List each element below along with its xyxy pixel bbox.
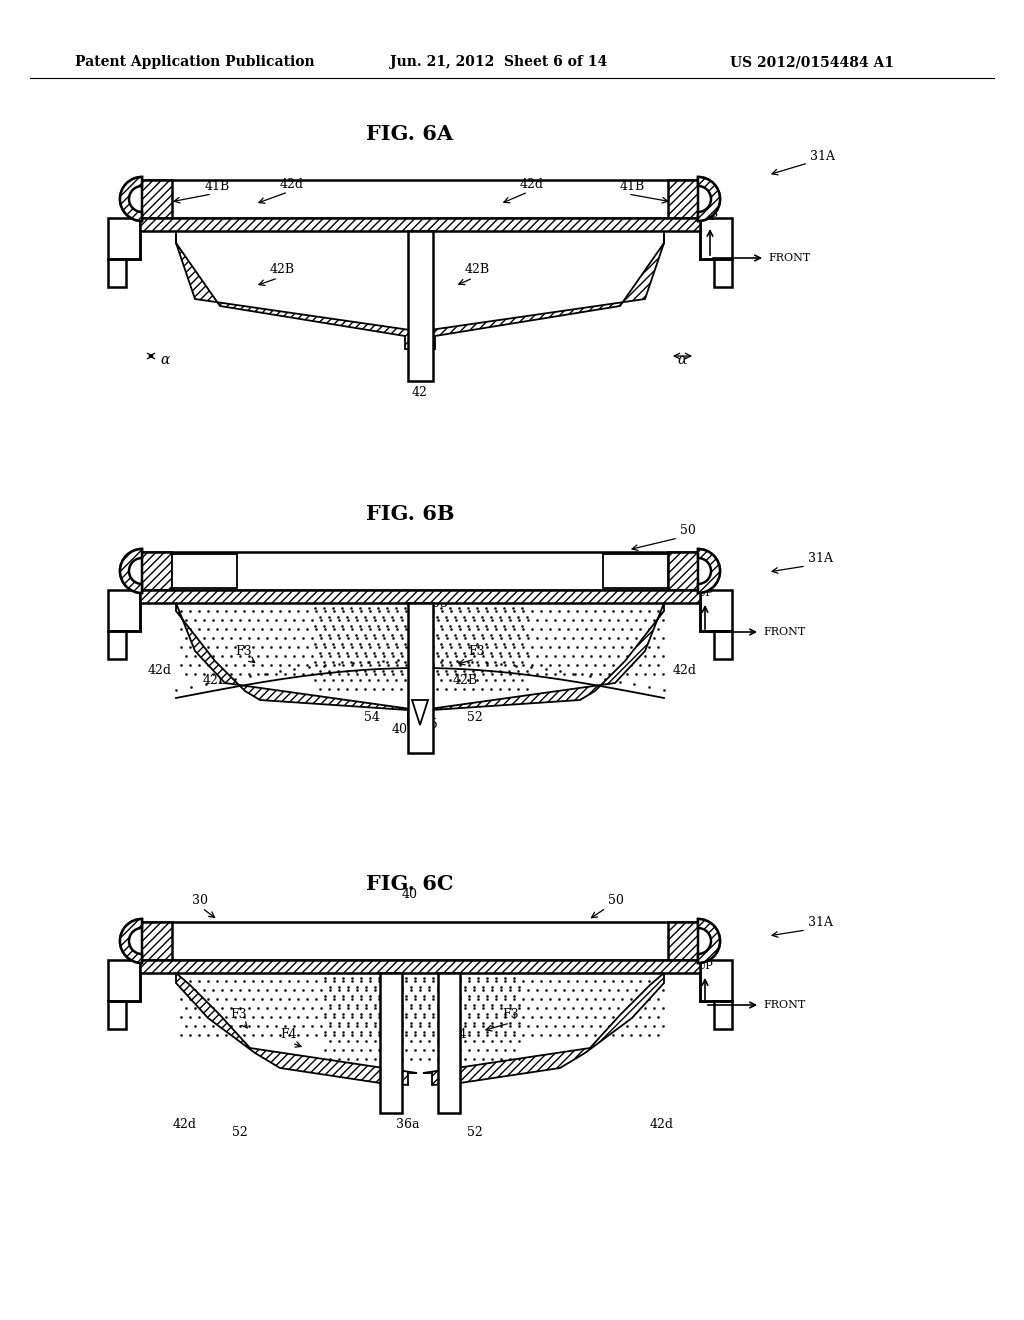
Bar	[108, 259, 126, 286]
Bar	[172, 554, 237, 587]
Polygon shape	[176, 603, 418, 725]
Text: 42d: 42d	[173, 1118, 197, 1131]
Text: 41B: 41B	[205, 180, 230, 193]
Bar	[714, 259, 732, 286]
Polygon shape	[422, 603, 664, 725]
Text: UP: UP	[696, 961, 714, 972]
Text: UP: UP	[701, 213, 719, 222]
Polygon shape	[176, 973, 417, 1085]
Bar	[700, 960, 732, 1001]
Text: 42B: 42B	[203, 675, 227, 686]
Text: 42: 42	[412, 385, 428, 399]
Text: 42d: 42d	[673, 664, 697, 677]
Bar	[140, 552, 700, 590]
Text: 31A: 31A	[808, 916, 833, 929]
Bar	[140, 590, 700, 603]
Text: 52: 52	[467, 1126, 483, 1139]
Text: F3: F3	[234, 645, 252, 657]
Text: F3: F3	[502, 1008, 518, 1020]
Bar	[108, 1001, 126, 1030]
Bar	[700, 218, 732, 259]
Bar	[108, 960, 140, 1001]
Text: α: α	[677, 352, 687, 367]
Bar	[108, 218, 140, 259]
Bar	[140, 180, 700, 218]
Text: Patent Application Publication: Patent Application Publication	[75, 55, 314, 69]
Polygon shape	[423, 973, 664, 1085]
Text: 53: 53	[432, 597, 447, 610]
Wedge shape	[120, 177, 142, 220]
Text: 42d: 42d	[650, 1118, 674, 1131]
Text: F3: F3	[468, 645, 484, 657]
Text: 52: 52	[232, 1126, 248, 1139]
Bar	[108, 631, 126, 659]
Text: FIG. 6B: FIG. 6B	[366, 504, 455, 524]
Text: 54: 54	[365, 711, 380, 723]
Text: 42d: 42d	[148, 664, 172, 677]
Text: 50: 50	[680, 524, 696, 537]
Bar	[668, 180, 700, 218]
Wedge shape	[698, 919, 720, 964]
Text: 40: 40	[392, 723, 408, 737]
Polygon shape	[412, 700, 428, 725]
Bar	[140, 218, 700, 231]
Wedge shape	[698, 177, 720, 220]
Wedge shape	[120, 919, 142, 964]
Text: 42d: 42d	[520, 178, 544, 191]
Text: F3: F3	[230, 1008, 247, 1020]
Bar	[140, 921, 700, 960]
Wedge shape	[120, 919, 142, 964]
Wedge shape	[698, 177, 720, 220]
Text: FIG. 6C: FIG. 6C	[367, 874, 454, 894]
Bar	[714, 631, 732, 659]
Text: UP: UP	[696, 587, 714, 598]
Bar	[380, 973, 402, 1113]
Text: Jun. 21, 2012  Sheet 6 of 14: Jun. 21, 2012 Sheet 6 of 14	[390, 55, 607, 69]
Text: 50: 50	[608, 894, 624, 907]
Text: 42d: 42d	[280, 178, 304, 191]
Text: 42B: 42B	[453, 675, 477, 686]
Text: 31A: 31A	[810, 150, 835, 162]
Bar	[438, 973, 460, 1113]
Text: 41B: 41B	[620, 180, 645, 193]
Bar	[108, 590, 140, 631]
Text: FIG. 6A: FIG. 6A	[367, 124, 454, 144]
Bar	[140, 552, 172, 590]
Text: 42B: 42B	[270, 263, 295, 276]
Bar	[408, 231, 433, 381]
Text: 40: 40	[402, 888, 418, 902]
Text: FRONT: FRONT	[763, 627, 805, 638]
Polygon shape	[423, 231, 664, 348]
Text: 30: 30	[193, 894, 208, 907]
Bar	[668, 552, 700, 590]
Polygon shape	[176, 231, 417, 348]
Wedge shape	[120, 177, 142, 220]
Text: 52: 52	[467, 711, 483, 723]
Text: US 2012/0154484 A1: US 2012/0154484 A1	[730, 55, 894, 69]
Wedge shape	[120, 549, 142, 593]
Wedge shape	[698, 919, 720, 964]
Bar	[668, 921, 700, 960]
Bar	[408, 603, 433, 752]
Bar	[140, 180, 172, 218]
Bar	[700, 590, 732, 631]
Text: FRONT: FRONT	[763, 1001, 805, 1010]
Text: FRONT: FRONT	[768, 253, 810, 263]
Bar	[140, 921, 172, 960]
Wedge shape	[698, 549, 720, 593]
Text: F4: F4	[280, 1028, 297, 1041]
Wedge shape	[698, 549, 720, 593]
Text: 42B: 42B	[465, 263, 490, 276]
Text: 31A: 31A	[808, 552, 833, 565]
Bar	[140, 960, 700, 973]
Bar	[714, 1001, 732, 1030]
Text: 55: 55	[422, 718, 438, 731]
Wedge shape	[120, 549, 142, 593]
Bar	[603, 554, 668, 587]
Text: 36a: 36a	[396, 1118, 420, 1131]
Text: F4: F4	[450, 1028, 467, 1041]
Text: α: α	[161, 352, 170, 367]
